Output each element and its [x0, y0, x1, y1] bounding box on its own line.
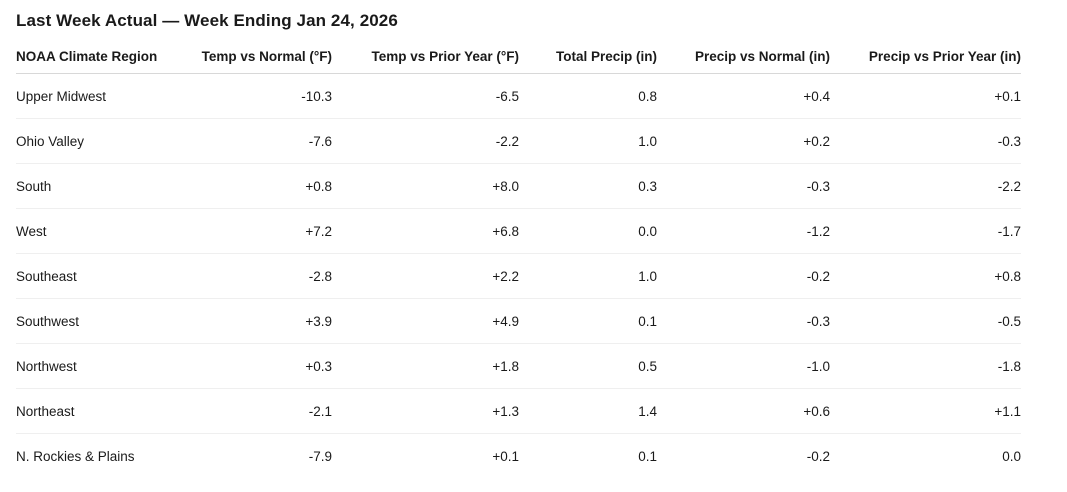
table-row: South +0.8 +8.0 0.3 -0.3 -2.2 — [16, 163, 1021, 209]
value-cell: 0.5 — [519, 343, 657, 389]
column-header: Temp vs Normal (°F) — [181, 33, 332, 74]
value-cell: +4.9 — [332, 298, 519, 344]
value-cell: +6.8 — [332, 208, 519, 254]
value-cell: -2.8 — [181, 253, 332, 299]
table-row: West +7.2 +6.8 0.0 -1.2 -1.7 — [16, 208, 1021, 254]
value-cell: -2.2 — [332, 118, 519, 164]
column-header: Total Precip (in) — [519, 33, 657, 74]
region-cell: Southeast — [16, 253, 181, 299]
value-cell: -1.0 — [657, 343, 830, 389]
value-cell: +3.9 — [181, 298, 332, 344]
value-cell: 1.0 — [519, 118, 657, 164]
region-cell: South — [16, 163, 181, 209]
table-row: Northeast -2.1 +1.3 1.4 +0.6 +1.1 — [16, 388, 1021, 434]
value-cell: -0.2 — [806, 449, 830, 464]
value-cell: -7.9 — [308, 449, 332, 464]
table-header-row: NOAA Climate Region Temp vs Normal (°F) Te… — [16, 33, 1021, 74]
value-cell: +0.8 — [181, 163, 332, 209]
value-cell: -7.6 — [181, 118, 332, 164]
value-cell: 0.0 — [519, 208, 657, 254]
value-cell: 0.0 — [1002, 449, 1021, 464]
value-cell: -2.2 — [830, 163, 1021, 209]
region-cell: Northeast — [16, 388, 181, 434]
value-cell: +0.4 — [657, 73, 830, 119]
value-cell: 0.1 — [519, 298, 657, 344]
value-cell: -10.3 — [181, 73, 332, 119]
value-cell: -0.3 — [830, 118, 1021, 164]
value-cell: +8.0 — [332, 163, 519, 209]
value-cell: +0.1 — [830, 73, 1021, 119]
region-cell: Northwest — [16, 343, 181, 389]
column-header: Precip vs Normal (in) — [657, 33, 830, 74]
value-cell: -1.2 — [657, 208, 830, 254]
value-cell: +1.1 — [830, 388, 1021, 434]
table-row: Southeast -2.8 +2.2 1.0 -0.2 +0.8 — [16, 253, 1021, 299]
table-body: Upper Midwest -10.3 -6.5 0.8 +0.4 +0.1 Ohio Va… — [16, 73, 1021, 479]
value-cell: -0.2 — [657, 253, 830, 299]
page-title: Last Week Actual — Week Ending Jan 24, 2… — [16, 11, 398, 30]
value-cell: -2.1 — [181, 388, 332, 434]
region-cell: Upper Midwest — [16, 73, 181, 119]
value-cell: +0.1 — [492, 449, 519, 464]
value-cell: -1.7 — [830, 208, 1021, 254]
column-header: Precip vs Prior Year (in) — [830, 33, 1021, 74]
value-cell: +0.3 — [181, 343, 332, 389]
value-cell: +2.2 — [332, 253, 519, 299]
report-page: Last Week Actual — Week Ending Jan 24, 2… — [16, 11, 1021, 478]
value-cell: +1.3 — [332, 388, 519, 434]
value-cell: -1.8 — [830, 343, 1021, 389]
region-cell: N. Rockies & Plains — [16, 449, 135, 464]
value-cell: 0.8 — [519, 73, 657, 119]
table-row: Ohio Valley -7.6 -2.2 1.0 +0.2 -0.3 — [16, 118, 1021, 164]
value-cell: -0.3 — [657, 163, 830, 209]
region-cell: Ohio Valley — [16, 118, 181, 164]
column-header: Temp vs Prior Year (°F) — [332, 33, 519, 74]
region-cell: Southwest — [16, 298, 181, 344]
value-cell: 1.0 — [519, 253, 657, 299]
value-cell: 1.4 — [519, 388, 657, 434]
table-row: N. Rockies & Plains -7.9 +0.1 0.1 -0.2 0.0 — [16, 434, 1021, 479]
value-cell: +7.2 — [181, 208, 332, 254]
value-cell: +1.8 — [332, 343, 519, 389]
table-row: Upper Midwest -10.3 -6.5 0.8 +0.4 +0.1 — [16, 73, 1021, 119]
climate-region-table: NOAA Climate Region Temp vs Normal (°F) Te… — [16, 33, 1021, 478]
value-cell: +0.8 — [830, 253, 1021, 299]
value-cell: 0.3 — [519, 163, 657, 209]
value-cell: +0.6 — [657, 388, 830, 434]
value-cell: -6.5 — [332, 73, 519, 119]
value-cell: 0.1 — [638, 449, 657, 464]
table-row: Southwest +3.9 +4.9 0.1 -0.3 -0.5 — [16, 298, 1021, 344]
table-row: Northwest +0.3 +1.8 0.5 -1.0 -1.8 — [16, 343, 1021, 389]
region-cell: West — [16, 208, 181, 254]
value-cell: -0.5 — [830, 298, 1021, 344]
value-cell: +0.2 — [657, 118, 830, 164]
value-cell: -0.3 — [657, 298, 830, 344]
column-header: NOAA Climate Region — [16, 33, 181, 74]
